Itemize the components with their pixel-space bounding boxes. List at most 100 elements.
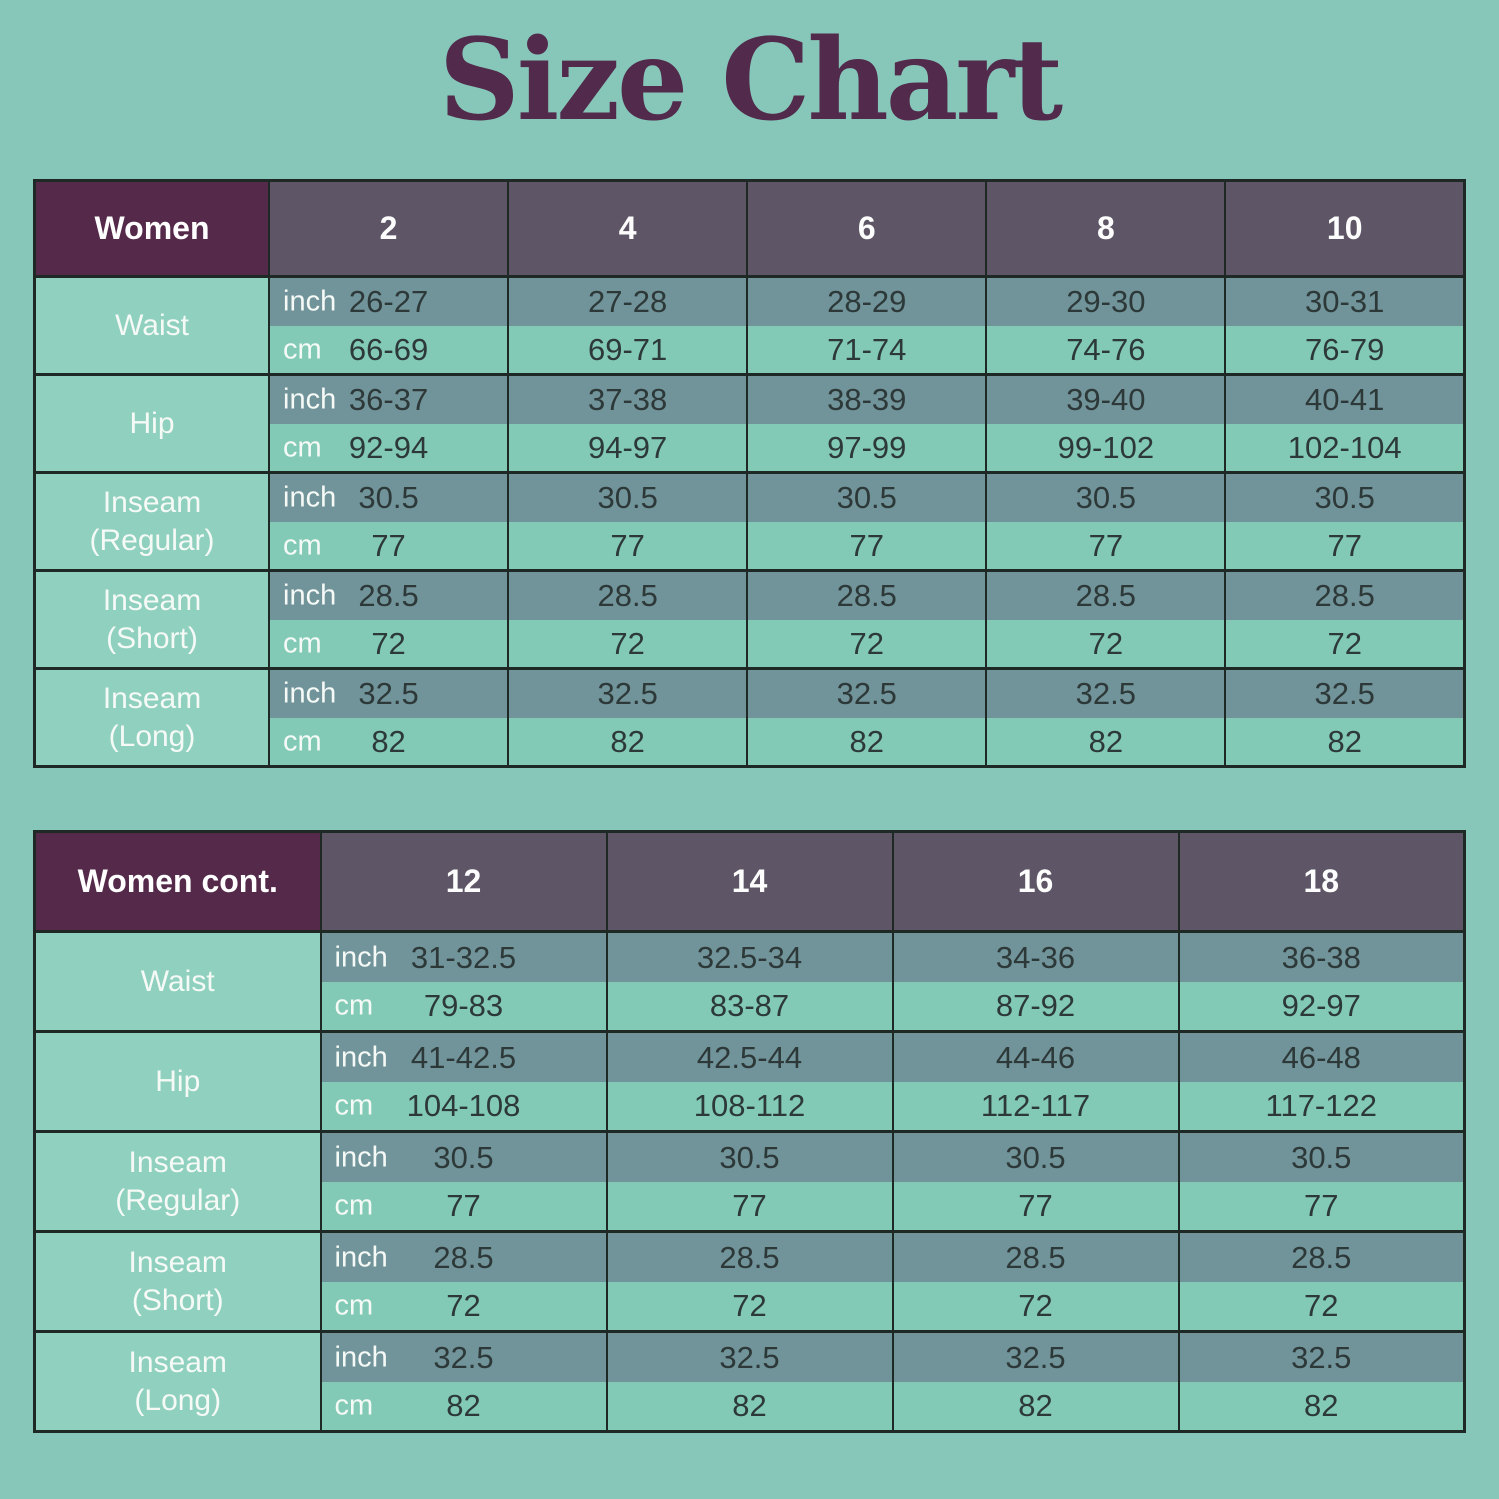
unit-label: cm bbox=[334, 1389, 374, 1422]
size-value-cell: 72 bbox=[985, 619, 1226, 669]
size-value-cell: 82 bbox=[1224, 717, 1465, 767]
size-column-header: 18 bbox=[1177, 831, 1465, 934]
size-value-cell: 72 bbox=[605, 1281, 893, 1332]
size-value-cell: 72 bbox=[746, 619, 987, 669]
size-value-cell: inch 31-32.5 bbox=[319, 930, 607, 982]
size-value-cell: cm 77 bbox=[319, 1181, 607, 1232]
size-value: 30.5 bbox=[358, 480, 419, 516]
size-value-cell: 83-87 bbox=[605, 981, 893, 1032]
title-section: Size Chart bbox=[0, 0, 1499, 146]
unit-label: inch bbox=[283, 677, 337, 710]
size-value-cell: 32.5 bbox=[1224, 667, 1465, 718]
size-table-1: Women 2 4 6 8 10 Waist inch 26-27 27-28 28-29 29-30… bbox=[33, 179, 1466, 769]
unit-label: cm bbox=[334, 1089, 374, 1122]
size-table-2: Women cont. 12 14 16 18 Waist inch 31-32.5 32.5-… bbox=[33, 830, 1466, 1434]
size-column-header: 4 bbox=[507, 180, 748, 279]
size-value-cell: 32.5 bbox=[985, 667, 1226, 718]
size-tables-container: Women 2 4 6 8 10 Waist inch 26-27 27-28 28-29 29-30… bbox=[0, 179, 1499, 1434]
size-value-cell: inch 36-37 bbox=[268, 373, 509, 424]
size-column-header: 10 bbox=[1224, 180, 1465, 279]
size-value-cell: 28.5 bbox=[985, 569, 1226, 620]
size-value-cell: 102-104 bbox=[1224, 423, 1465, 473]
size-column-header: 6 bbox=[746, 180, 987, 279]
size-value: 82 bbox=[446, 1388, 481, 1424]
unit-label: inch bbox=[283, 579, 337, 612]
unit-label: inch bbox=[334, 1141, 388, 1174]
size-value: 41-42.5 bbox=[410, 1039, 517, 1075]
size-value-cell: cm 82 bbox=[319, 1381, 607, 1432]
size-value-cell: cm 92-94 bbox=[268, 423, 509, 473]
size-value-cell: 30.5 bbox=[507, 471, 748, 522]
size-value-cell: 69-71 bbox=[507, 325, 748, 375]
size-value-cell: 32.5 bbox=[507, 667, 748, 718]
size-value: 104-108 bbox=[406, 1088, 521, 1124]
row-label: Inseam (Regular) bbox=[34, 1130, 321, 1232]
size-value: 72 bbox=[446, 1288, 481, 1324]
size-value-cell: 77 bbox=[985, 521, 1226, 571]
unit-label: inch bbox=[334, 1241, 388, 1274]
size-value-cell: 29-30 bbox=[985, 275, 1226, 326]
size-value-cell: 30.5 bbox=[605, 1130, 893, 1182]
size-value-cell: 99-102 bbox=[985, 423, 1226, 473]
size-value-cell: 82 bbox=[605, 1381, 893, 1432]
size-value-cell: 32.5 bbox=[746, 667, 987, 718]
size-value-cell: 30.5 bbox=[1224, 471, 1465, 522]
size-value-cell: inch 28.5 bbox=[268, 569, 509, 620]
size-value-cell: 28.5 bbox=[891, 1230, 1179, 1282]
size-value-cell: 77 bbox=[891, 1181, 1179, 1232]
row-label: Hip bbox=[34, 373, 270, 473]
size-value-cell: 94-97 bbox=[507, 423, 748, 473]
size-value-cell: cm 82 bbox=[268, 717, 509, 767]
size-value-cell: cm 72 bbox=[268, 619, 509, 669]
size-value-cell: 76-79 bbox=[1224, 325, 1465, 375]
unit-label: cm bbox=[334, 1289, 374, 1322]
size-value: 77 bbox=[371, 527, 406, 563]
page-title: Size Chart bbox=[438, 15, 1063, 146]
size-value-cell: 32.5 bbox=[891, 1330, 1179, 1382]
size-value: 77 bbox=[446, 1188, 481, 1224]
size-value-cell: 28.5 bbox=[507, 569, 748, 620]
size-value-cell: 38-39 bbox=[746, 373, 987, 424]
size-value-cell: 71-74 bbox=[746, 325, 987, 375]
size-value-cell: inch 32.5 bbox=[319, 1330, 607, 1382]
size-value-cell: 30.5 bbox=[891, 1130, 1179, 1182]
size-value-cell: 39-40 bbox=[985, 373, 1226, 424]
size-column-header: 16 bbox=[891, 831, 1179, 934]
size-value-cell: 28.5 bbox=[1177, 1230, 1465, 1282]
size-value-cell: 34-36 bbox=[891, 930, 1179, 982]
size-value-cell: 82 bbox=[891, 1381, 1179, 1432]
table-corner-header: Women bbox=[34, 180, 270, 279]
size-value-cell: 97-99 bbox=[746, 423, 987, 473]
size-value-cell: 36-38 bbox=[1177, 930, 1465, 982]
size-value-cell: 77 bbox=[507, 521, 748, 571]
size-value-cell: 72 bbox=[507, 619, 748, 669]
unit-label: inch bbox=[334, 941, 388, 974]
row-label: Inseam (Long) bbox=[34, 1330, 321, 1432]
row-label: Inseam (Regular) bbox=[34, 471, 270, 571]
size-value-cell: 40-41 bbox=[1224, 373, 1465, 424]
unit-label: inch bbox=[334, 1341, 388, 1374]
size-value-cell: 42.5-44 bbox=[605, 1030, 893, 1082]
size-value-cell: 82 bbox=[746, 717, 987, 767]
size-value-cell: 77 bbox=[605, 1181, 893, 1232]
size-column-header: 12 bbox=[319, 831, 607, 934]
unit-label: cm bbox=[334, 989, 374, 1022]
size-value-cell: 37-38 bbox=[507, 373, 748, 424]
size-value-cell: 77 bbox=[1224, 521, 1465, 571]
size-value: 82 bbox=[371, 723, 406, 759]
size-value-cell: 28.5 bbox=[1224, 569, 1465, 620]
size-value-cell: 82 bbox=[1177, 1381, 1465, 1432]
size-value-cell: 82 bbox=[985, 717, 1226, 767]
unit-label: inch bbox=[334, 1041, 388, 1074]
size-value-cell: 74-76 bbox=[985, 325, 1226, 375]
size-value-cell: cm 79-83 bbox=[319, 981, 607, 1032]
size-value-cell: 77 bbox=[1177, 1181, 1465, 1232]
size-value-cell: 32.5 bbox=[1177, 1330, 1465, 1382]
size-value-cell: 82 bbox=[507, 717, 748, 767]
unit-label: cm bbox=[283, 529, 322, 562]
size-value-cell: 108-112 bbox=[605, 1081, 893, 1132]
size-value: 26-27 bbox=[348, 284, 429, 320]
size-value-cell: cm 77 bbox=[268, 521, 509, 571]
unit-label: cm bbox=[283, 333, 322, 366]
size-value: 92-94 bbox=[348, 429, 429, 465]
